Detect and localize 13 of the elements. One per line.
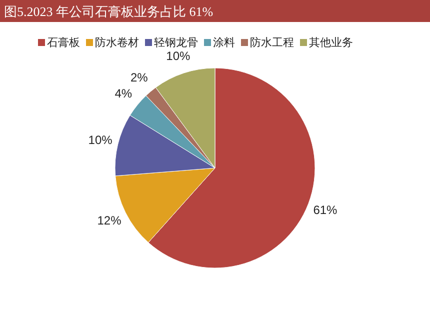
legend-label: 涂料: [213, 36, 235, 49]
data-label: 2%: [130, 70, 148, 85]
legend-label: 石膏板: [47, 37, 80, 49]
data-label: 12%: [97, 213, 122, 228]
data-label: 61%: [313, 203, 338, 218]
data-label: 10%: [88, 133, 113, 148]
legend-label: 防水工程: [250, 36, 294, 49]
data-label: 4%: [114, 86, 132, 101]
legend-label: 其他业务: [309, 36, 353, 49]
legend-label: 轻钢龙骨: [154, 36, 198, 49]
chart-title: 图5.2023 年公司石膏板业务占比 61%: [4, 4, 214, 19]
data-label: 10%: [166, 48, 191, 63]
legend-label: 防水卷材: [95, 36, 139, 49]
